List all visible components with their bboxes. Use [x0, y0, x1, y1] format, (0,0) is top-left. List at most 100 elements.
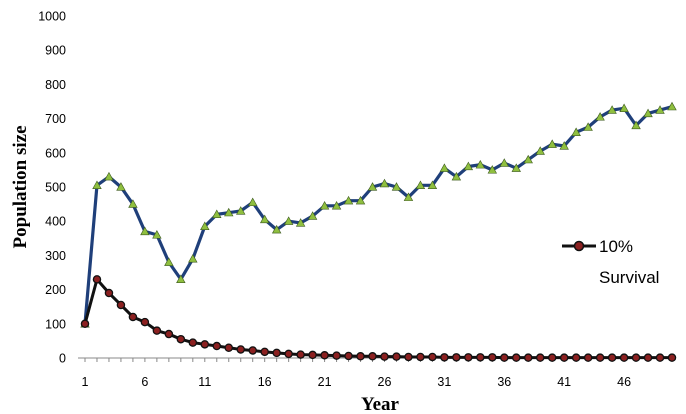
series-line	[83, 105, 673, 324]
y-axis-ticks: 0 100 200 300 400 500 600 700 800 900 1000	[38, 10, 66, 366]
data-point-triangle	[463, 161, 474, 171]
data-point-circle	[488, 353, 497, 362]
data-point-circle	[607, 353, 617, 362]
data-point-circle	[128, 312, 138, 322]
data-point-triangle	[343, 195, 354, 205]
data-point-circle	[535, 353, 545, 362]
data-point-triangle	[487, 165, 498, 174]
data-point-circle	[380, 352, 389, 361]
data-point-triangle	[176, 274, 186, 284]
data-point-circle	[440, 353, 449, 362]
x-tick-label: 21	[318, 375, 332, 389]
data-point-triangle	[212, 209, 222, 219]
x-axis-ticks: 1 6 11 16 21 26 31 36 41 46	[82, 358, 673, 389]
x-tick-label: 26	[378, 375, 392, 389]
x-tick-label: 6	[141, 375, 148, 389]
y-tick-label: 800	[45, 78, 66, 92]
data-point-triangle	[631, 120, 641, 130]
data-point-triangle	[655, 105, 665, 114]
data-point-circle	[176, 334, 186, 344]
data-point-triangle	[283, 216, 294, 225]
data-point-triangle	[439, 163, 450, 172]
data-point-triangle	[415, 180, 426, 189]
data-point-circle	[500, 353, 509, 362]
data-point-triangle	[248, 197, 258, 207]
data-point-triangle	[307, 211, 318, 220]
data-point-triangle	[607, 105, 617, 114]
data-point-triangle	[331, 200, 342, 210]
data-point-triangle	[523, 154, 533, 164]
data-point-circle	[140, 317, 150, 327]
data-point-circle	[523, 353, 533, 362]
data-point-circle	[428, 352, 437, 362]
data-point-circle	[284, 349, 293, 359]
data-point-circle	[404, 352, 413, 362]
data-point-circle	[452, 353, 461, 362]
data-point-triangle	[571, 127, 581, 136]
data-point-circle	[116, 300, 126, 310]
x-tick-label: 31	[437, 375, 451, 389]
data-point-circle	[368, 352, 377, 361]
data-point-circle	[320, 351, 329, 360]
x-axis-title: Year	[361, 394, 400, 414]
data-point-triangle	[224, 207, 234, 217]
data-point-triangle	[295, 218, 306, 227]
data-point-triangle	[271, 224, 282, 234]
data-point-circle	[655, 353, 665, 362]
data-point-triangle	[499, 158, 509, 167]
data-point-circle	[356, 352, 365, 361]
data-point-circle	[188, 338, 198, 347]
y-tick-label: 300	[45, 249, 66, 263]
data-point-circle	[296, 350, 305, 359]
data-point-circle	[200, 340, 210, 349]
x-tick-label: 41	[557, 375, 571, 389]
data-point-triangle	[427, 180, 438, 189]
y-tick-label: 1000	[38, 10, 66, 24]
data-point-circle	[260, 347, 269, 357]
data-point-triangle	[319, 200, 330, 210]
data-point-triangle	[116, 182, 126, 191]
data-point-circle	[236, 345, 245, 354]
data-point-triangle	[92, 180, 102, 189]
data-point-circle	[476, 353, 485, 362]
data-point-triangle	[200, 221, 210, 230]
data-point-circle	[547, 353, 557, 362]
legend-circle-marker	[573, 240, 585, 252]
data-point-circle	[332, 351, 341, 360]
data-point-circle	[392, 352, 401, 361]
data-point-triangle	[391, 182, 402, 191]
data-point-circle	[559, 353, 569, 362]
data-point-triangle	[547, 139, 557, 148]
data-point-circle	[595, 353, 605, 362]
y-tick-label: 400	[45, 215, 66, 229]
data-point-triangle	[511, 163, 521, 172]
data-point-circle	[512, 353, 521, 362]
data-point-triangle	[367, 182, 378, 191]
legend-label-line1: 10%	[599, 237, 633, 256]
data-point-circle	[272, 348, 281, 358]
data-point-circle	[224, 343, 234, 352]
x-tick-label: 1	[82, 375, 89, 389]
data-point-triangle	[475, 159, 486, 169]
data-point-circle	[164, 329, 174, 339]
y-tick-label: 0	[59, 352, 66, 366]
data-point-triangle	[583, 122, 593, 131]
data-point-triangle	[403, 192, 414, 201]
data-point-circle	[571, 353, 581, 362]
data-point-circle	[308, 350, 317, 360]
data-point-triangle	[140, 226, 150, 236]
legend: 10% Survival	[562, 237, 659, 287]
data-point-triangle	[595, 112, 605, 121]
data-point-circle	[416, 352, 425, 362]
data-point-circle	[80, 319, 90, 329]
data-point-triangle	[259, 214, 270, 224]
y-tick-label: 900	[45, 44, 66, 58]
data-point-circle	[619, 353, 629, 362]
data-point-triangle	[559, 141, 569, 150]
y-tick-label: 500	[45, 181, 66, 195]
data-point-circle	[667, 353, 677, 362]
data-point-circle	[643, 353, 653, 362]
data-point-circle	[344, 351, 353, 361]
data-point-triangle	[236, 206, 246, 215]
